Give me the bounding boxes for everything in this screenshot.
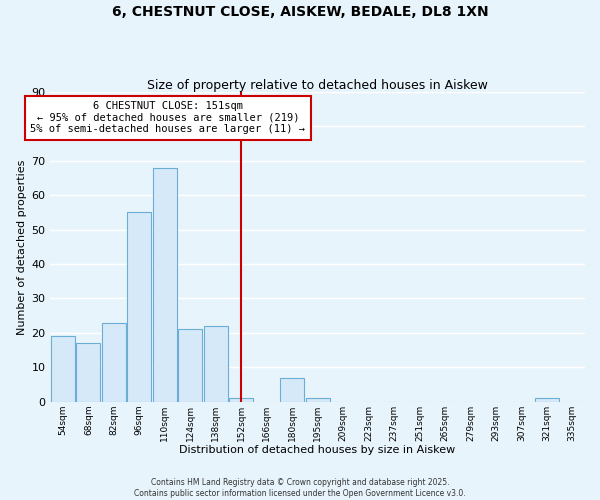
Bar [305, 398, 329, 402]
Text: 6, CHESTNUT CLOSE, AISKEW, BEDALE, DL8 1XN: 6, CHESTNUT CLOSE, AISKEW, BEDALE, DL8 1… [112, 5, 488, 19]
Bar [127, 212, 151, 402]
Bar [76, 343, 100, 402]
Bar [178, 330, 202, 402]
Bar [203, 326, 228, 402]
X-axis label: Distribution of detached houses by size in Aiskew: Distribution of detached houses by size … [179, 445, 456, 455]
Text: Contains HM Land Registry data © Crown copyright and database right 2025.
Contai: Contains HM Land Registry data © Crown c… [134, 478, 466, 498]
Title: Size of property relative to detached houses in Aiskew: Size of property relative to detached ho… [147, 79, 488, 92]
Bar [535, 398, 559, 402]
Bar [102, 322, 126, 402]
Bar [229, 398, 253, 402]
Bar [51, 336, 75, 402]
Text: 6 CHESTNUT CLOSE: 151sqm
← 95% of detached houses are smaller (219)
5% of semi-d: 6 CHESTNUT CLOSE: 151sqm ← 95% of detach… [31, 102, 305, 134]
Bar [280, 378, 304, 402]
Y-axis label: Number of detached properties: Number of detached properties [17, 159, 27, 334]
Bar [153, 168, 177, 402]
